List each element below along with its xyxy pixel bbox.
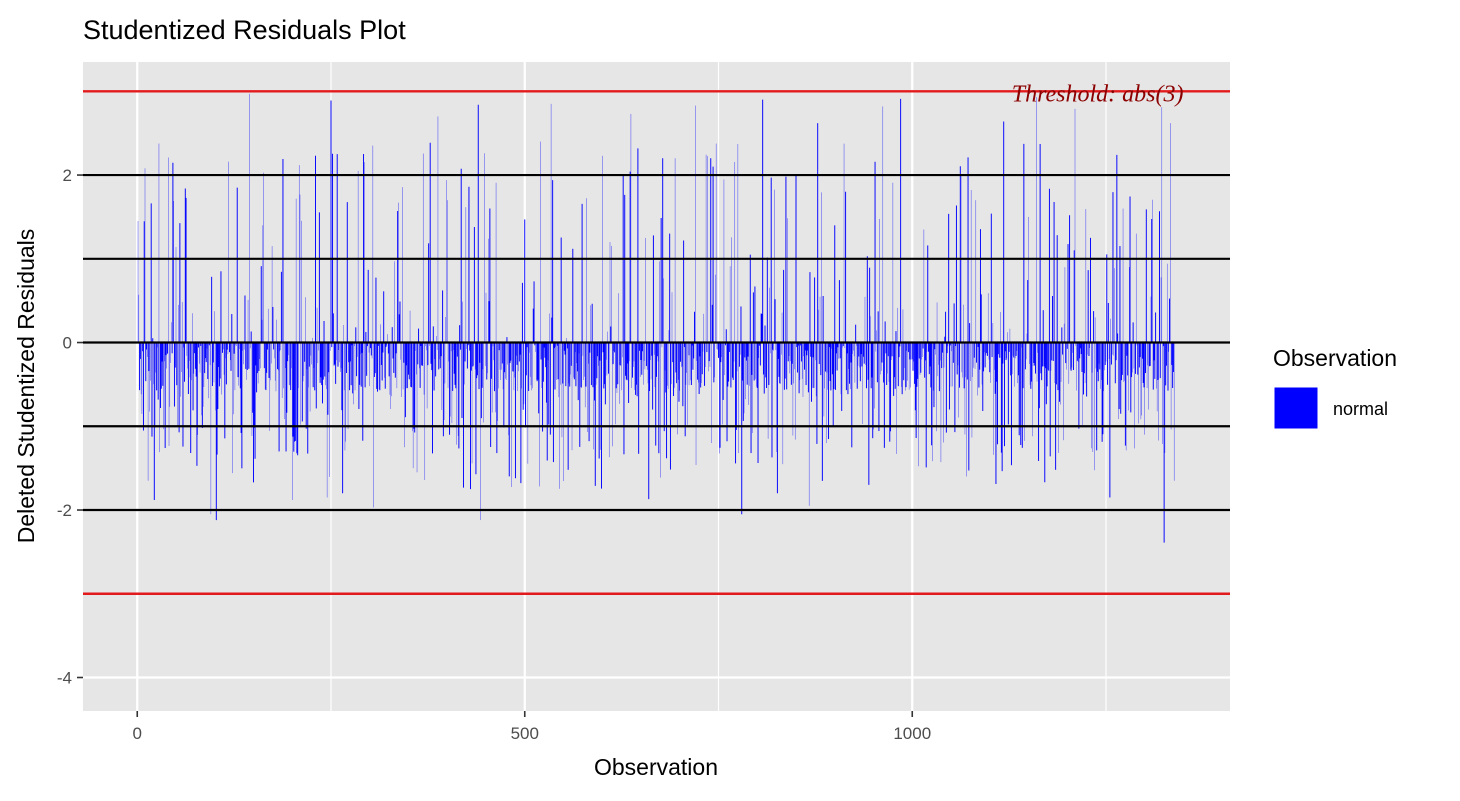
chart-title: Studentized Residuals Plot <box>83 15 406 45</box>
threshold-lines <box>83 90 1230 595</box>
threshold-annotation: Threshold: abs(3) <box>1012 81 1184 107</box>
residual-bars <box>137 93 1175 543</box>
y-tick-label: 0 <box>63 334 72 353</box>
x-tick-label: 500 <box>511 724 539 743</box>
legend-swatch-normal <box>1273 386 1319 430</box>
axes: 0 500 1000 -4 -2 0 2 <box>57 166 931 743</box>
x-tick-label: 0 <box>133 724 142 743</box>
legend-label-normal: normal <box>1333 399 1388 419</box>
y-tick-label: -2 <box>57 501 72 520</box>
y-tick-label: -4 <box>57 669 72 688</box>
legend-title: Observation <box>1273 345 1397 371</box>
y-tick-label: 2 <box>63 166 72 185</box>
x-axis-title: Observation <box>594 754 718 780</box>
legend: Observation normal <box>1273 345 1397 430</box>
y-axis-title: Deleted Studentized Residuals <box>13 229 39 544</box>
reference-lines <box>83 173 1230 512</box>
x-tick-label: 1000 <box>893 724 931 743</box>
